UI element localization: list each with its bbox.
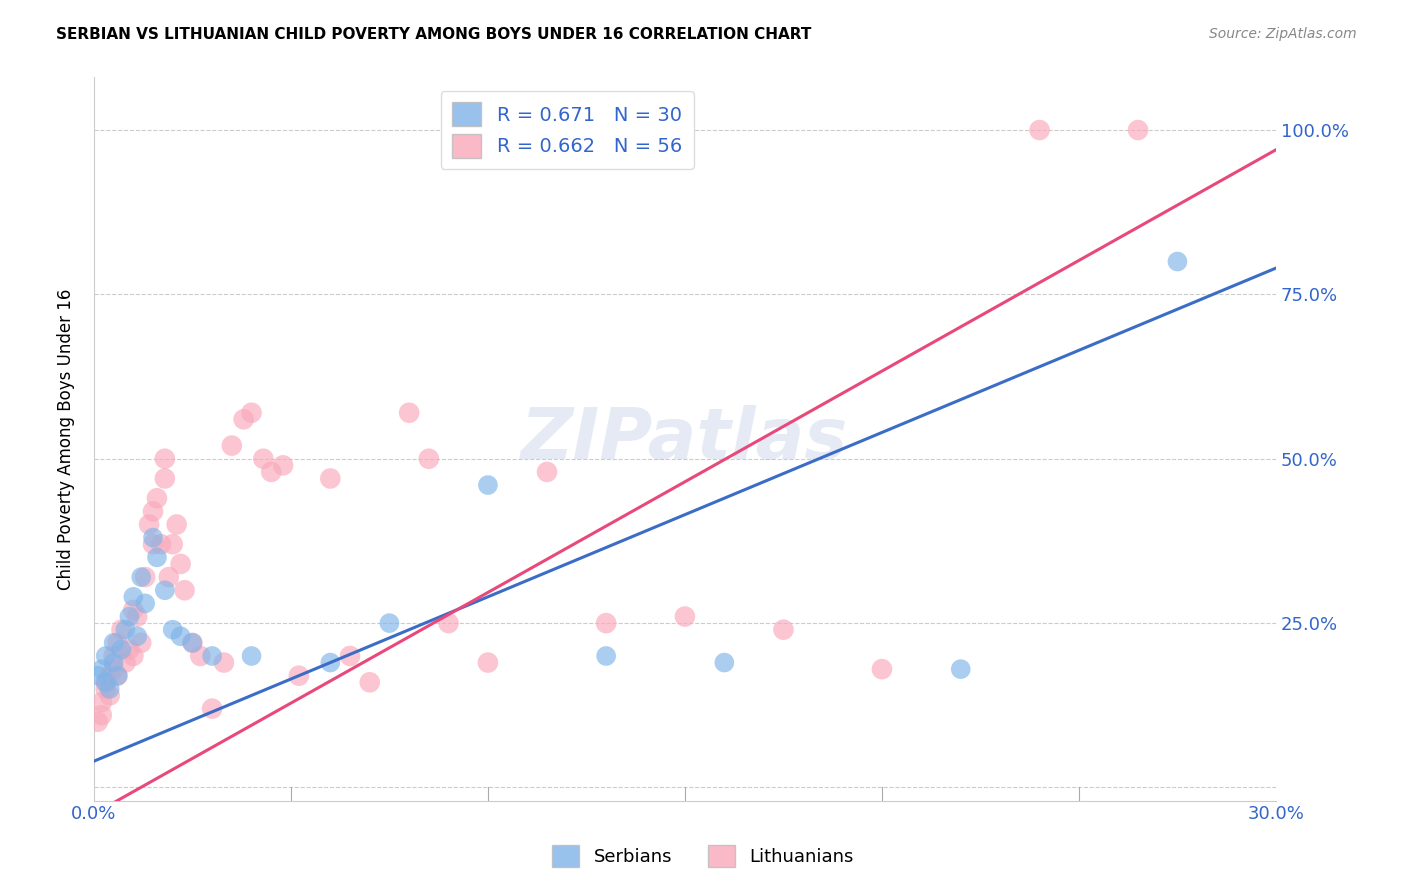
- Point: [149, 537, 172, 551]
- Point: [127, 609, 149, 624]
- Point: [169, 557, 191, 571]
- Point: [870, 662, 893, 676]
- Point: [288, 669, 311, 683]
- Point: [98, 681, 121, 696]
- Text: SERBIAN VS LITHUANIAN CHILD POVERTY AMONG BOYS UNDER 16 CORRELATION CHART: SERBIAN VS LITHUANIAN CHILD POVERTY AMON…: [56, 27, 811, 42]
- Point: [260, 465, 283, 479]
- Point: [142, 531, 165, 545]
- Point: [252, 451, 274, 466]
- Point: [107, 669, 129, 683]
- Point: [713, 656, 735, 670]
- Point: [1166, 254, 1188, 268]
- Point: [319, 656, 342, 670]
- Point: [477, 478, 499, 492]
- Point: [359, 675, 381, 690]
- Point: [201, 648, 224, 663]
- Point: [98, 669, 121, 683]
- Point: [212, 656, 235, 670]
- Point: [103, 662, 125, 676]
- Point: [437, 616, 460, 631]
- Point: [232, 412, 254, 426]
- Point: [129, 636, 152, 650]
- Legend: Serbians, Lithuanians: Serbians, Lithuanians: [544, 838, 862, 874]
- Point: [240, 648, 263, 663]
- Point: [162, 623, 184, 637]
- Point: [1126, 123, 1149, 137]
- Point: [87, 714, 110, 729]
- Point: [595, 616, 617, 631]
- Point: [240, 406, 263, 420]
- Y-axis label: Child Poverty Among Boys Under 16: Child Poverty Among Boys Under 16: [58, 288, 75, 590]
- Point: [188, 648, 211, 663]
- Point: [772, 623, 794, 637]
- Point: [94, 648, 117, 663]
- Point: [477, 656, 499, 670]
- Point: [142, 504, 165, 518]
- Point: [129, 570, 152, 584]
- Point: [157, 570, 180, 584]
- Point: [339, 648, 361, 663]
- Point: [153, 471, 176, 485]
- Point: [398, 406, 420, 420]
- Point: [595, 648, 617, 663]
- Point: [169, 629, 191, 643]
- Point: [181, 636, 204, 650]
- Point: [673, 609, 696, 624]
- Text: ZIPatlas: ZIPatlas: [522, 405, 849, 474]
- Point: [90, 695, 112, 709]
- Point: [146, 491, 169, 506]
- Point: [1028, 123, 1050, 137]
- Point: [87, 669, 110, 683]
- Point: [134, 570, 156, 584]
- Point: [153, 451, 176, 466]
- Point: [134, 596, 156, 610]
- Point: [94, 675, 117, 690]
- Point: [103, 636, 125, 650]
- Point: [110, 623, 132, 637]
- Point: [94, 681, 117, 696]
- Point: [536, 465, 558, 479]
- Point: [173, 583, 195, 598]
- Point: [949, 662, 972, 676]
- Point: [103, 656, 125, 670]
- Point: [114, 623, 136, 637]
- Text: Source: ZipAtlas.com: Source: ZipAtlas.com: [1209, 27, 1357, 41]
- Point: [90, 662, 112, 676]
- Point: [319, 471, 342, 485]
- Point: [146, 550, 169, 565]
- Point: [378, 616, 401, 631]
- Point: [110, 642, 132, 657]
- Point: [122, 648, 145, 663]
- Point: [107, 669, 129, 683]
- Point: [418, 451, 440, 466]
- Point: [107, 636, 129, 650]
- Point: [181, 636, 204, 650]
- Point: [166, 517, 188, 532]
- Point: [142, 537, 165, 551]
- Point: [122, 603, 145, 617]
- Point: [153, 583, 176, 598]
- Point: [98, 689, 121, 703]
- Point: [114, 656, 136, 670]
- Legend: R = 0.671   N = 30, R = 0.662   N = 56: R = 0.671 N = 30, R = 0.662 N = 56: [440, 91, 693, 169]
- Point: [118, 609, 141, 624]
- Point: [221, 439, 243, 453]
- Point: [271, 458, 294, 473]
- Point: [118, 642, 141, 657]
- Point: [201, 701, 224, 715]
- Point: [90, 708, 112, 723]
- Point: [122, 590, 145, 604]
- Point: [127, 629, 149, 643]
- Point: [94, 675, 117, 690]
- Point: [162, 537, 184, 551]
- Point: [103, 648, 125, 663]
- Point: [138, 517, 160, 532]
